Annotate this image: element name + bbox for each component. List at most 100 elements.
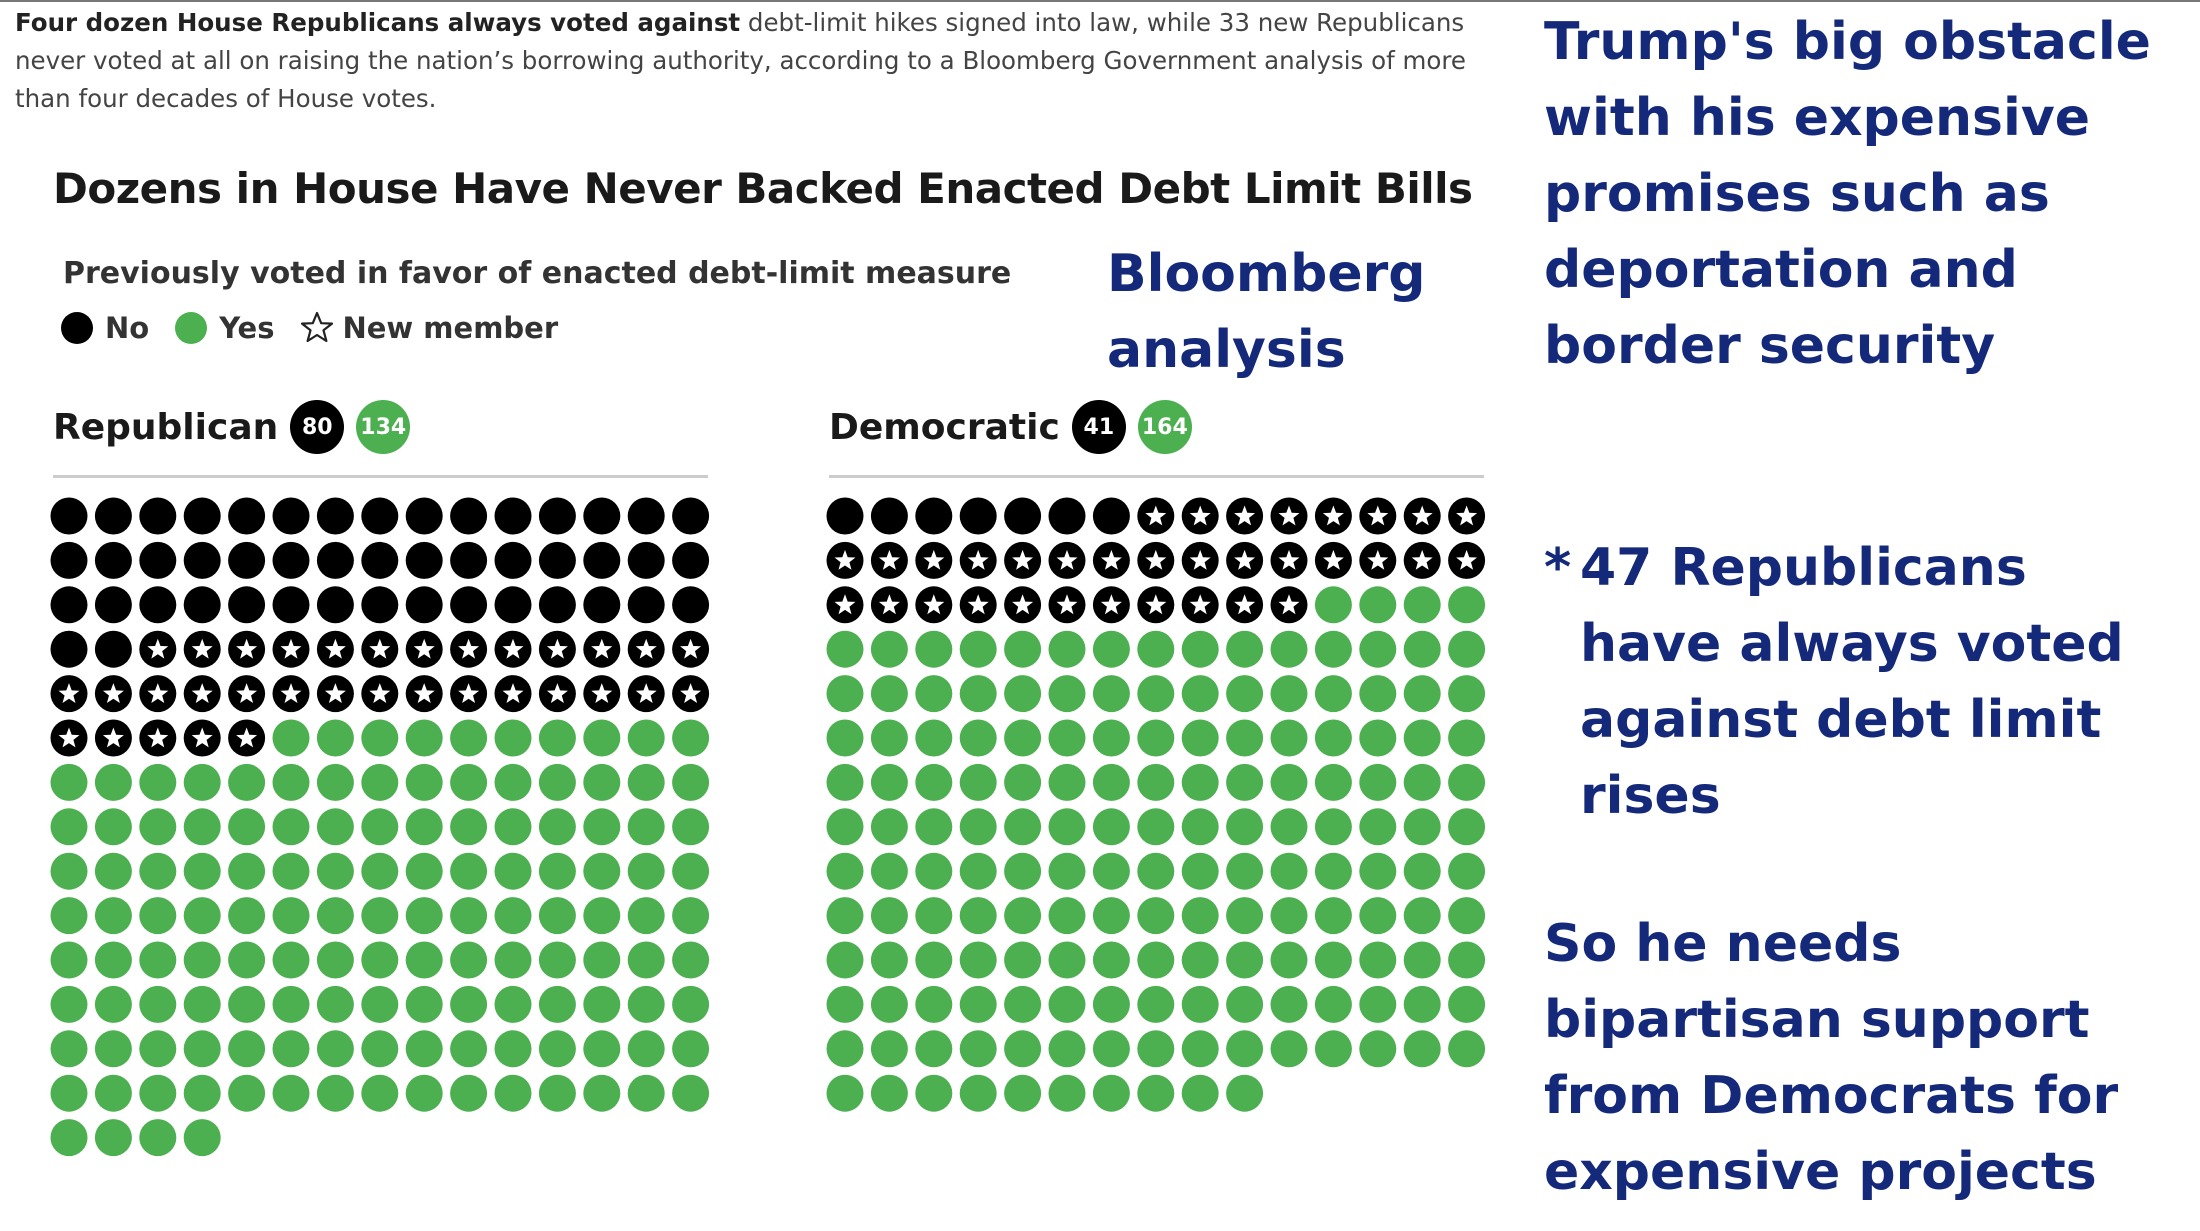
republican-no-badge: 80 [290, 400, 345, 454]
new-member-star-icon [147, 727, 169, 748]
republican-dot-yes [228, 1030, 266, 1068]
new-member-star-icon [1234, 505, 1256, 526]
new-member-star-icon [191, 638, 213, 659]
republican-dot-yes [627, 763, 665, 801]
republican-dot-yes [405, 719, 443, 757]
republican-dot-yes [228, 808, 266, 846]
democratic-dot-yes [1048, 1074, 1086, 1112]
democratic-label: Democratic [829, 406, 1060, 448]
new-member-star-icon [635, 638, 657, 659]
republican-dot-yes [361, 808, 399, 846]
republican-dot-yes [94, 985, 132, 1023]
democratic-dot-yes [1004, 630, 1042, 668]
republican-dot-no [494, 586, 532, 624]
democratic-dot-yes [1448, 675, 1486, 713]
republican-dot-yes [494, 1074, 532, 1112]
republican-dot-yes [405, 941, 443, 979]
democratic-dot-yes [1448, 630, 1486, 668]
democratic-dot-yes [1270, 675, 1308, 713]
democratic-dot-yes [826, 675, 864, 713]
republican-dot-yes [672, 852, 710, 890]
new-member-star-icon [280, 638, 302, 659]
democratic-dot-yes [915, 1030, 953, 1068]
new-member-star-icon [502, 683, 524, 703]
republican-dot-yes [316, 985, 354, 1023]
democratic-dot-yes [1403, 897, 1441, 935]
democratic-dot-yes [1137, 985, 1175, 1023]
new-member-star-icon [1278, 594, 1300, 615]
legend-item-new: New member [300, 311, 558, 345]
democratic-dot-yes [1448, 586, 1486, 624]
democratic-dot-yes [1226, 675, 1264, 713]
democratic-dot-yes [870, 1030, 908, 1068]
republican-dot-yes [405, 1074, 443, 1112]
republican-dot-yes [94, 941, 132, 979]
democratic-dot-yes [1181, 719, 1219, 757]
democratic-dot-yes [1092, 985, 1130, 1023]
republican-dot-yes [50, 1030, 88, 1068]
democratic-dot-yes [1403, 586, 1441, 624]
republican-dot-yes [538, 941, 576, 979]
new-member-star-icon [1278, 549, 1300, 570]
democratic-dot-no [1004, 497, 1042, 535]
republican-dot-yes [139, 1030, 177, 1068]
republican-dot-yes [450, 985, 488, 1023]
republican-dot-yes [316, 808, 354, 846]
new-member-star-icon [458, 683, 480, 703]
republican-dot-yes [272, 852, 310, 890]
new-member-star-icon [923, 594, 945, 615]
democratic-dot-yes [1048, 1030, 1086, 1068]
democratic-dot-yes [1448, 763, 1486, 801]
democratic-dot-yes [826, 941, 864, 979]
democratic-dot-yes [1092, 897, 1130, 935]
democratic-dot-yes [1448, 808, 1486, 846]
new-member-star-icon [1145, 549, 1167, 570]
democratic-dot-yes [1270, 897, 1308, 935]
democratic-dot-yes [1270, 630, 1308, 668]
note-main: Trump's big obstacle with his expensive … [1544, 12, 2151, 376]
democratic-dot-yes [959, 852, 997, 890]
democratic-dot-yes [1359, 586, 1397, 624]
republican-dot-yes [405, 763, 443, 801]
democratic-dot-yes [1181, 763, 1219, 801]
democratic-yes-badge: 164 [1137, 400, 1192, 454]
republican-dot-yes [139, 852, 177, 890]
new-member-star-icon [1012, 549, 1034, 570]
democratic-dot-yes [1181, 897, 1219, 935]
republican-dot-yes [228, 763, 266, 801]
democratic-header: Democratic 41 164 [829, 397, 1192, 457]
democratic-dot-yes [1181, 630, 1219, 668]
democratic-dot-no [959, 497, 997, 535]
democratic-dot-yes [1270, 941, 1308, 979]
republican-dot-yes [316, 1074, 354, 1112]
republican-dot-yes [139, 1119, 177, 1157]
democratic-dot-yes [870, 763, 908, 801]
republican-dot-no [139, 541, 177, 579]
new-member-star-icon [236, 683, 258, 703]
democratic-dot-yes [1048, 897, 1086, 935]
democratic-dot-yes [1048, 675, 1086, 713]
republican-dot-yes [361, 719, 399, 757]
republican-dot-yes [94, 1030, 132, 1068]
democratic-dot-yes [1048, 985, 1086, 1023]
republican-dot-yes [139, 897, 177, 935]
legend-label-yes: Yes [219, 311, 275, 345]
republican-dot-no [50, 497, 88, 535]
republican-dot-yes [538, 985, 576, 1023]
democratic-dot-yes [1403, 630, 1441, 668]
democratic-dot-no [915, 497, 953, 535]
democratic-dot-yes [1004, 1030, 1042, 1068]
new-member-star-icon [1234, 594, 1256, 615]
new-member-star-icon [102, 683, 124, 703]
new-member-star-icon [591, 638, 613, 659]
top-border [0, 0, 2200, 2]
democratic-dot-yes [1314, 985, 1352, 1023]
democratic-dot-yes [1226, 941, 1264, 979]
new-member-star-icon [635, 683, 657, 703]
republican-dot-yes [583, 941, 621, 979]
democratic-dot-yes [1314, 630, 1352, 668]
democratic-dot-yes [870, 852, 908, 890]
democratic-dot-yes [1359, 675, 1397, 713]
democratic-dot-yes [1137, 941, 1175, 979]
democratic-dot-yes [1048, 630, 1086, 668]
